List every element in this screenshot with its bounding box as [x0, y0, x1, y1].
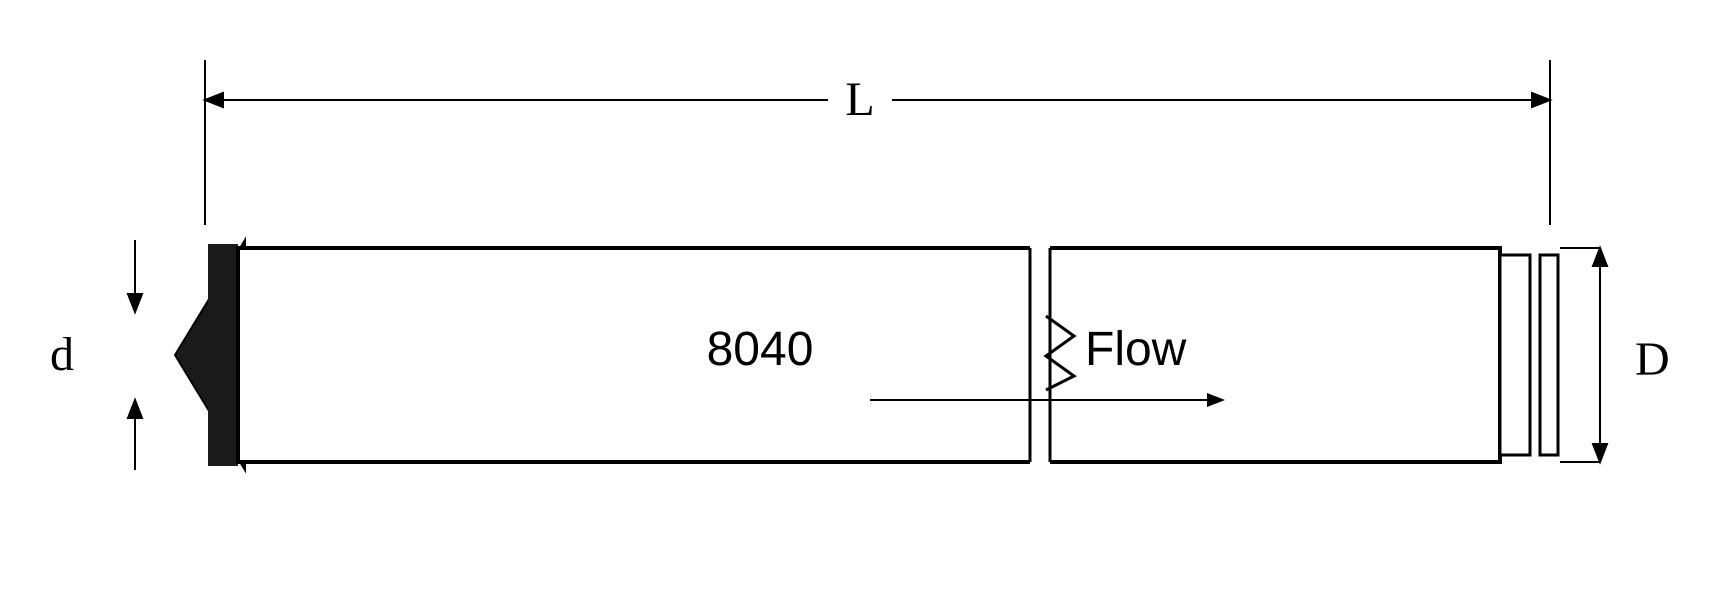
technical-drawing: L D d: [0, 0, 1713, 609]
right-end-cap: [1500, 255, 1558, 455]
dimension-d: [128, 240, 142, 470]
label-L: L: [845, 73, 874, 126]
left-end-cap: [175, 240, 245, 470]
cylinder-body: [238, 244, 1500, 466]
model-label: 8040: [707, 323, 814, 376]
dimension-L: [205, 60, 1550, 225]
label-d: d: [50, 328, 74, 381]
drawing-svg: L D d: [0, 0, 1713, 609]
dimension-D: [1560, 248, 1607, 462]
label-D: D: [1635, 333, 1670, 386]
flow-label: Flow: [1085, 323, 1187, 376]
